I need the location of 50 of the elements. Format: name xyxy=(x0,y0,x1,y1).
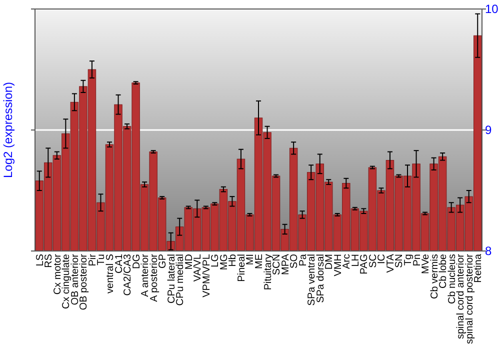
x-tick-label: Arc xyxy=(342,254,353,269)
x-tick-label: OB anterior xyxy=(70,253,81,306)
x-tick-label: spinal cord anterior xyxy=(456,253,467,340)
x-tick-label: Pituitary xyxy=(262,254,274,290)
y-axis-title: Log2 (expression) xyxy=(1,82,15,178)
x-tick-label: MG xyxy=(218,254,230,270)
x-tick-label: SC xyxy=(368,254,379,268)
x-tick-label: VPM/VPL xyxy=(201,254,212,298)
x-tick-label: MVe xyxy=(420,254,432,274)
x-tick-label: CA1 xyxy=(114,254,125,274)
x-tick-label: SO xyxy=(289,254,300,268)
x-tick-label: Tg xyxy=(403,254,414,266)
x-tick-label: ME xyxy=(254,254,265,269)
x-tick-label: Cb nucleus xyxy=(446,254,458,304)
x-tick-label: GP xyxy=(158,254,169,268)
x-tick-label: A posterior xyxy=(148,253,160,302)
y-tick-label: 9 xyxy=(485,123,492,138)
x-tick-label: Pn xyxy=(412,254,423,266)
x-tick-label: Hb xyxy=(228,254,239,267)
x-tick-label: Cx cingulate xyxy=(61,254,72,310)
x-tick-label: LH xyxy=(350,254,362,267)
x-tick-label: CPu medial xyxy=(175,254,186,306)
x-tick-label: Cx motor xyxy=(52,253,64,295)
x-tick-label: IC xyxy=(376,254,388,264)
x-tick-label: LS xyxy=(34,254,46,266)
x-tick-label: MI xyxy=(245,254,256,266)
x-tick-label: DM xyxy=(324,254,336,270)
x-tick-label: CA2/CA3 xyxy=(122,254,134,296)
x-tick-label: spinal cord posterior xyxy=(464,253,476,344)
x-tick-label: SPa dorsal xyxy=(315,254,326,303)
x-tick-label: SCN xyxy=(272,254,283,276)
x-tick-label: VTA xyxy=(385,254,396,273)
x-tick-label: SN xyxy=(394,254,406,268)
x-tick-label: VMH xyxy=(332,254,344,276)
y-tick-label: 10 xyxy=(485,2,499,16)
x-tick-label: ventral S xyxy=(105,254,116,294)
x-tick-label: Tu xyxy=(96,254,108,266)
x-tick-label: LG xyxy=(210,254,222,268)
x-tick-label: A anterior xyxy=(140,253,152,297)
x-tick-label: Pir xyxy=(87,253,98,266)
x-tick-label: MPA xyxy=(280,254,292,275)
x-tick-label: PAG xyxy=(359,254,370,274)
x-tick-label: Cb lobe xyxy=(438,254,450,288)
x-tick-label: Retina xyxy=(473,254,484,283)
x-tick-label: RS xyxy=(44,254,55,268)
x-tick-label: DG xyxy=(131,254,142,269)
x-tick-label: Pineal xyxy=(236,254,248,282)
x-tick-label: Pa xyxy=(298,254,309,266)
y-tick-label: 8 xyxy=(485,244,492,258)
x-tick-label: OB posterior xyxy=(78,253,90,310)
